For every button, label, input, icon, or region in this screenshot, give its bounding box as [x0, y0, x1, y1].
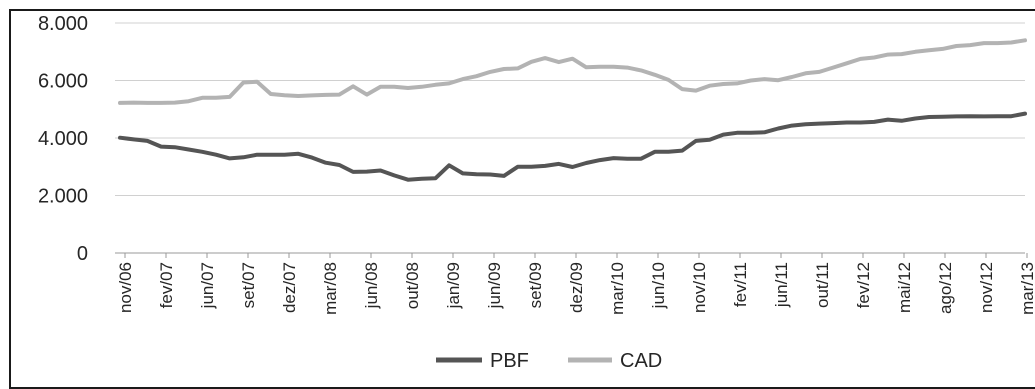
x-tick-label: jun/10 [649, 262, 668, 309]
series-line-cad [118, 38, 1027, 105]
x-tick-label: dez/09 [567, 262, 586, 313]
x-tick-label: jun/11 [772, 262, 791, 308]
line-chart: 0 2.000 4.000 6.000 8.000 nov/06 fev/07 jun/07… [38, 13, 1035, 372]
legend-label-pbf: PBF [490, 350, 529, 372]
x-tick-label: jun/08 [362, 262, 381, 309]
x-tick-label: jun/09 [485, 262, 504, 309]
y-tick-label: 0 [77, 243, 88, 265]
x-tick-label: mar/10 [608, 262, 627, 315]
y-tick-label: 2.000 [38, 186, 88, 208]
x-tick-label: out/11 [813, 262, 832, 308]
x-tick-label: jan/09 [444, 262, 463, 309]
y-axis-tick-labels: 0 2.000 4.000 6.000 8.000 [38, 13, 88, 265]
x-tick-label: set/09 [526, 262, 545, 308]
chart-frame [9, 9, 1035, 389]
x-tick-label: ago/12 [936, 262, 955, 314]
x-axis-tick-labels: nov/06 fev/07 jun/07 set/07 dez/07 mar/08 jun/… [116, 262, 1035, 315]
x-tick-label: mar/08 [321, 262, 340, 315]
x-tick-label: fev/12 [854, 262, 873, 308]
axes [115, 252, 1028, 258]
legend: PBF CAD [436, 350, 662, 372]
x-tick-label: out/08 [403, 262, 422, 309]
x-tick-label: jun/07 [198, 262, 217, 309]
x-tick-label: fev/07 [157, 262, 176, 308]
y-tick-label: 6.000 [38, 71, 88, 93]
x-tick-label: set/07 [239, 262, 258, 308]
legend-label-cad: CAD [620, 350, 662, 372]
x-tick-label: fev/11 [731, 262, 750, 307]
y-tick-label: 4.000 [38, 128, 88, 150]
x-tick-label: mar/13 [1018, 262, 1035, 315]
y-tick-label: 8.000 [38, 13, 88, 35]
series-line-pbf [118, 111, 1027, 182]
x-tick-label: nov/06 [116, 262, 135, 313]
series-lines [118, 38, 1027, 182]
grid-lines [115, 22, 1025, 196]
x-tick-label: dez/07 [280, 262, 299, 313]
x-tick-label: mai/12 [895, 262, 914, 313]
x-tick-label: nov/12 [977, 262, 996, 313]
x-tick-label: nov/10 [690, 262, 709, 313]
